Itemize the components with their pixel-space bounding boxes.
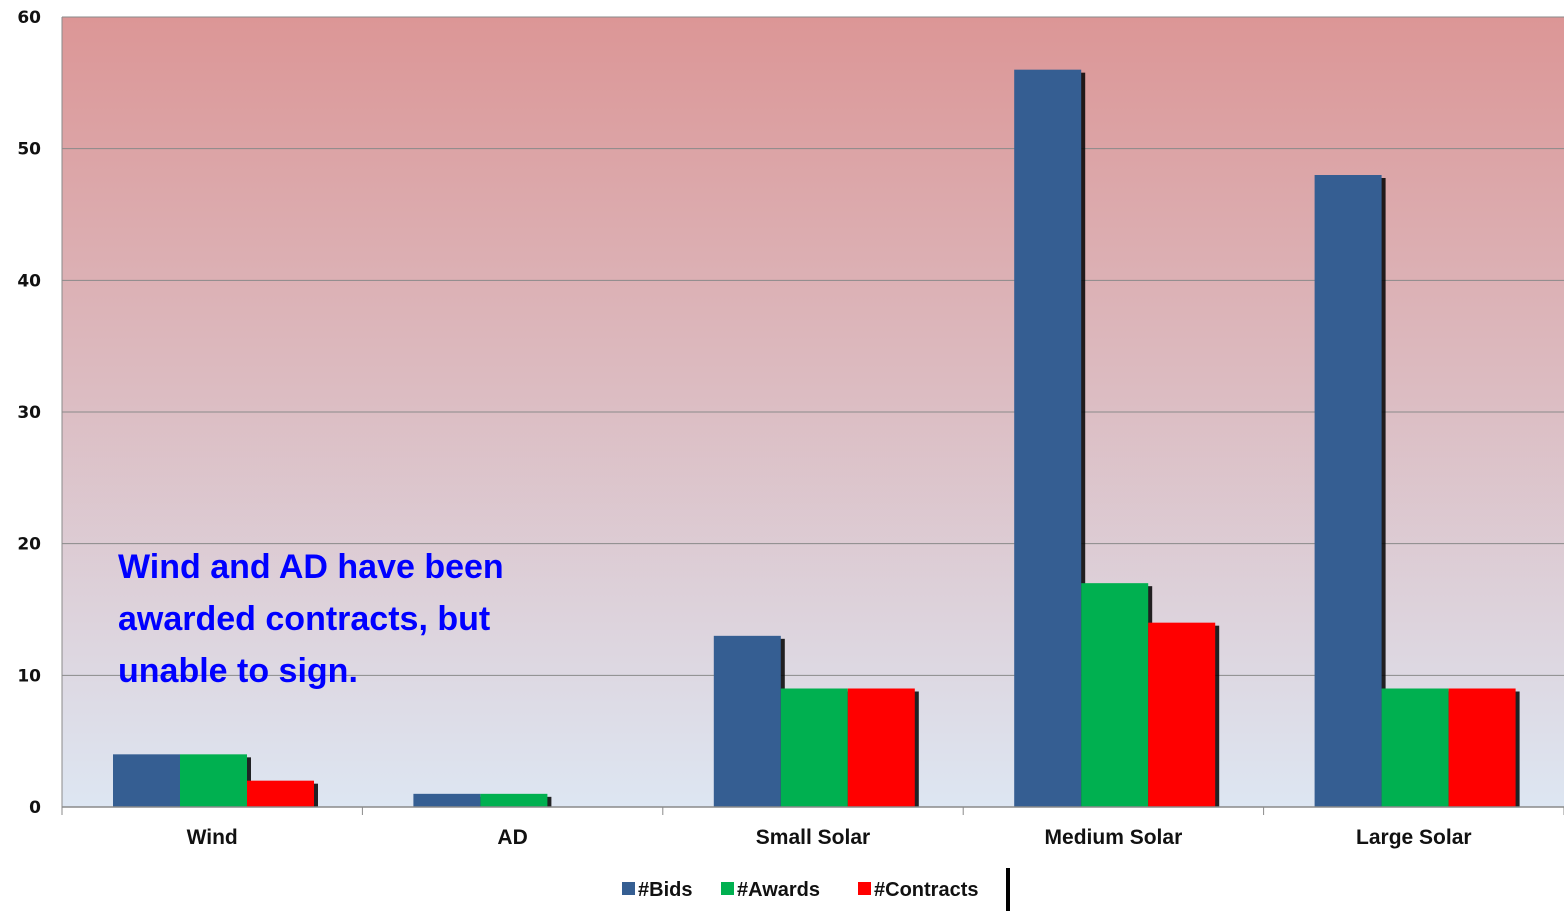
gridlines <box>62 16 1564 676</box>
bar <box>413 793 481 807</box>
bars <box>113 69 1520 807</box>
bar <box>113 754 180 807</box>
legend-label: #Contracts <box>874 879 978 901</box>
bar <box>180 754 247 807</box>
bar <box>847 688 915 807</box>
y-tick-label: 10 <box>17 666 41 686</box>
bar <box>1148 622 1216 807</box>
y-axis-ticks: 0 10 20 30 40 50 60 <box>17 8 41 818</box>
bar <box>480 793 548 807</box>
x-category-label: AD <box>497 826 527 849</box>
x-category-label: Wind <box>187 826 238 849</box>
legend-label: #Bids <box>638 879 692 901</box>
bar <box>1014 69 1082 807</box>
y-tick-label: 0 <box>29 798 41 818</box>
x-axis-categories: Wind AD Small Solar Medium Solar Large Solar <box>187 826 1472 849</box>
x-category-label: Medium Solar <box>1045 826 1183 849</box>
bar <box>1448 688 1516 807</box>
bar <box>1381 688 1449 807</box>
bar <box>780 688 848 807</box>
bar <box>1081 583 1149 807</box>
x-category-label: Large Solar <box>1356 826 1472 849</box>
legend-swatch <box>858 882 871 895</box>
y-tick-label: 20 <box>17 535 41 555</box>
legend-swatch <box>721 882 734 895</box>
y-tick-label: 50 <box>17 140 41 160</box>
legend-label: #Awards <box>737 879 820 901</box>
annotation-text: Wind and AD have been awarded contracts,… <box>118 548 504 690</box>
axes <box>61 17 1564 815</box>
y-tick-label: 40 <box>17 271 41 291</box>
bar <box>247 780 314 807</box>
bar <box>713 635 781 807</box>
x-category-label: Small Solar <box>756 826 870 849</box>
legend: #Bids #Awards #Contracts <box>596 864 1010 911</box>
y-tick-label: 60 <box>17 8 41 28</box>
legend-box <box>596 864 1006 911</box>
bar <box>1314 175 1382 807</box>
y-tick-label: 30 <box>17 403 41 423</box>
legend-swatch <box>622 882 635 895</box>
